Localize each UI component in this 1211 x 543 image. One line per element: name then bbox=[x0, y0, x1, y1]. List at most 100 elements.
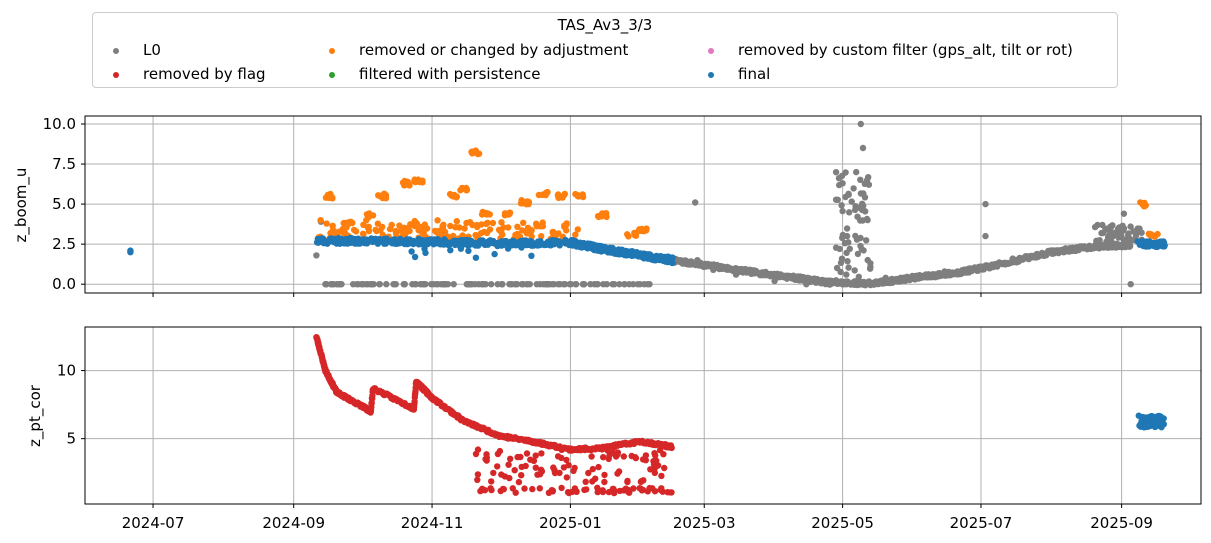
z-boom-u-point-l0 bbox=[832, 196, 840, 203]
z-pt-cor-point-flag bbox=[505, 461, 512, 468]
z-boom-u-point-l0 bbox=[853, 168, 860, 176]
z-boom-u-point-final bbox=[599, 247, 606, 255]
z-pt-cor-point-flag bbox=[488, 486, 495, 494]
z-boom-u-point-l0 bbox=[857, 176, 864, 183]
z-boom-u-point-adjustment bbox=[364, 224, 372, 232]
z-boom-u-point-adjustment bbox=[528, 227, 535, 234]
z-pt-cor-point-flag bbox=[481, 487, 489, 494]
z-pt-cor-point-flag bbox=[651, 450, 658, 457]
z-pt-cor-point-flag bbox=[594, 488, 601, 496]
z-pt-cor-point-flag bbox=[560, 464, 568, 471]
z-boom-u-point-l0 bbox=[825, 281, 833, 288]
z-boom-u-point-adjustment bbox=[453, 218, 460, 225]
z-boom-u-point-adjustment bbox=[374, 220, 382, 227]
z-boom-u-point-l0 bbox=[837, 268, 844, 276]
z-boom-u-point-adjustment bbox=[520, 219, 527, 226]
z-boom-u-point-l0 bbox=[771, 277, 778, 285]
z-boom-u-point-l0 bbox=[634, 281, 641, 288]
z-boom-u-point-l0 bbox=[838, 202, 845, 209]
z-boom-u-point-l0 bbox=[1118, 232, 1125, 239]
z-boom-u-point-final bbox=[568, 240, 575, 247]
z-pt-cor-point-flag bbox=[651, 464, 658, 472]
z-boom-u-point-l0 bbox=[540, 281, 547, 288]
z-boom-u-point-l0 bbox=[626, 281, 633, 288]
z-boom-u-point-final bbox=[1142, 243, 1150, 250]
z-pt-cor-point-flag bbox=[558, 454, 565, 462]
z-boom-u-point-final bbox=[664, 253, 671, 260]
z-boom-u-point-final bbox=[391, 236, 399, 243]
z-boom-u-point-l0 bbox=[846, 209, 853, 216]
z-boom-u-point-l0 bbox=[858, 246, 865, 253]
z-pt-cor-point-flag bbox=[651, 469, 658, 476]
z-boom-u-point-l0 bbox=[857, 234, 864, 242]
z-boom-u-point-l0 bbox=[1119, 222, 1126, 229]
z-boom-u-point-l0 bbox=[1091, 223, 1099, 231]
z-boom-u-point-final bbox=[641, 253, 648, 260]
axes-frame bbox=[84, 115, 1202, 294]
z-boom-u-point-l0 bbox=[621, 281, 628, 288]
z-pt-cor-point-flag bbox=[551, 469, 559, 477]
z-boom-u-point-l0 bbox=[367, 281, 374, 288]
z-boom-u-point-l0 bbox=[1098, 229, 1105, 237]
z-boom-u-point-l0 bbox=[841, 240, 849, 247]
z-boom-u-point-adjustment bbox=[450, 193, 457, 200]
z-boom-u-point-final bbox=[512, 241, 520, 248]
z-pt-cor-point-flag bbox=[636, 485, 643, 492]
z-pt-cor-point-flag bbox=[606, 452, 613, 459]
z-boom-u-point-adjustment bbox=[489, 219, 497, 227]
z-boom-u-point-adjustment bbox=[440, 229, 448, 236]
z-pt-cor-point-flag bbox=[651, 488, 659, 495]
z-boom-u-point-l0 bbox=[832, 244, 840, 251]
z-boom-u-point-l0 bbox=[499, 281, 506, 288]
z-pt-cor-point-flag bbox=[556, 469, 563, 477]
z-boom-u-point-adjustment bbox=[625, 233, 632, 240]
y-tick-label: 7.5 bbox=[52, 155, 76, 173]
z-boom-u-point-adjustment bbox=[501, 212, 509, 219]
z-pt-cor-point-final bbox=[1145, 421, 1152, 429]
z-boom-u-point-adjustment bbox=[483, 211, 490, 218]
z-pt-cor-point-flag bbox=[565, 489, 573, 497]
z-boom-u-point-adjustment bbox=[341, 223, 348, 230]
z-boom-u-point-final bbox=[424, 236, 431, 244]
z-boom-u-point-l0 bbox=[362, 281, 370, 288]
z-boom-u-point-l0 bbox=[508, 281, 515, 288]
legend-label-adjustment: removed or changed by adjustment bbox=[359, 41, 629, 59]
z-boom-u-point-adjustment bbox=[396, 222, 403, 229]
panel-z-pt-cor: 5 10 2024-07 2024-09 2024-11 2025-01 2025-03 20… bbox=[57, 326, 1202, 532]
z-boom-u-point-final bbox=[491, 250, 498, 258]
z-boom-u-point-adjustment bbox=[366, 210, 373, 217]
z-pt-cor-point-flag bbox=[587, 446, 595, 453]
z-boom-u-point-adjustment bbox=[505, 224, 512, 231]
z-boom-u-point-l0 bbox=[852, 203, 859, 210]
z-pt-cor-point-flag bbox=[483, 454, 490, 461]
z-boom-u-point-final bbox=[314, 235, 321, 243]
z-pt-cor-point-flag bbox=[620, 453, 627, 460]
z-boom-u-point-adjustment bbox=[538, 233, 545, 240]
z-boom-u-point-l0 bbox=[857, 280, 864, 288]
z-boom-u-point-l0 bbox=[333, 281, 340, 288]
z-boom-u-point-final bbox=[396, 237, 403, 244]
z-pt-cor-point-flag bbox=[595, 463, 602, 471]
legend-marker-l0 bbox=[113, 48, 119, 54]
z-pt-cor-point-flag bbox=[563, 456, 570, 464]
z-boom-u-point-adjustment bbox=[411, 217, 418, 225]
z-boom-u-point-l0 bbox=[611, 281, 618, 288]
z-boom-u-point-adjustment bbox=[483, 220, 490, 228]
z-boom-u-point-adjustment bbox=[498, 229, 505, 236]
z-pt-cor-point-final bbox=[1137, 420, 1145, 428]
z-boom-u-point-l0 bbox=[1120, 210, 1128, 217]
z-boom-u-point-l0 bbox=[848, 198, 855, 205]
z-boom-u-point-adjustment bbox=[555, 230, 562, 237]
z-boom-u-point-l0 bbox=[839, 180, 846, 187]
z-boom-u-point-l0 bbox=[641, 281, 648, 288]
z-pt-cor-point-flag bbox=[572, 446, 580, 453]
z-pt-cor-point-flag bbox=[624, 478, 631, 486]
x-tick-label: 2025-01 bbox=[539, 514, 602, 532]
z-boom-u-point-final bbox=[657, 253, 665, 260]
y-tick-label: 5.0 bbox=[52, 195, 76, 213]
z-boom-u-point-l0 bbox=[587, 281, 594, 288]
z-boom-u-point-l0 bbox=[839, 207, 846, 215]
z-pt-cor-point-flag bbox=[605, 488, 613, 496]
x-tick-label: 2024-09 bbox=[262, 514, 325, 532]
z-pt-cor-point-flag bbox=[521, 485, 528, 492]
